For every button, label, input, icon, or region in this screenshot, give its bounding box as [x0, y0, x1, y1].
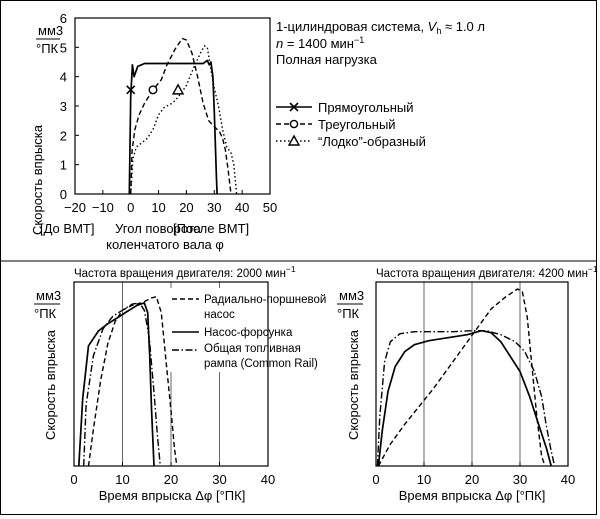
bl-xtick-label: 30: [212, 472, 226, 487]
bl-legend-label-radial-2: насос: [204, 309, 235, 321]
top-ytick-label: 0: [60, 187, 67, 202]
bl-legend-label-radial-1: Радиально-поршневой: [204, 294, 326, 306]
legend-marker-x: [289, 102, 299, 112]
top-xtick-label: 50: [263, 200, 277, 215]
top-xticks: −20 −10 0 10 20 30 40 50: [64, 190, 277, 215]
top-ylabel: Скорость впрыска: [30, 124, 45, 235]
bl-legend-label-common-rail-2: рампа (Common Rail): [204, 358, 318, 370]
top-xtick-label: 20: [179, 200, 193, 215]
top-series-group: [126, 37, 238, 195]
top-ytick-label: 6: [60, 11, 67, 26]
top-xtick-label: −10: [92, 200, 114, 215]
top-plot-frame: [74, 17, 271, 195]
bl-xtick-label: 20: [164, 472, 178, 487]
top-series-line-2: [130, 45, 238, 195]
bl-xticks: 0 10 20 30 40: [70, 462, 275, 487]
bl-series-line-1: [77, 302, 155, 467]
bl-xtick-label: 10: [115, 472, 129, 487]
legend-marker-circle: [289, 119, 299, 129]
br-ylabel: Скорость впрыска: [346, 329, 361, 440]
top-ylabel-unit-top: мм3: [38, 23, 63, 38]
br-series-line-1: [377, 329, 553, 467]
top-annotation-line1: 1-цилиндровая система, Vh ≈ 1.0 л: [276, 19, 485, 36]
br-xlabel: Время впрыска Δφ [°ПК]: [399, 488, 546, 503]
top-ytick-label: 5: [60, 40, 67, 55]
bl-legend-label-common-rail-1: Общая топливная: [204, 343, 301, 355]
bottom-left-chart: Частота вращения двигателя: 2000 мин−1 м…: [34, 264, 326, 503]
top-xside-left: [До ВМТ]: [40, 221, 94, 236]
br-ylabel-unit-bottom: °ПК: [337, 306, 360, 321]
top-marker-x: [126, 85, 136, 95]
top-xtick-label: −20: [64, 200, 86, 215]
bl-title: Частота вращения двигателя: 2000 мин−1: [74, 264, 296, 280]
top-xtick-label: 10: [151, 200, 165, 215]
br-series-line-2: [376, 330, 556, 467]
top-marker-triangle: [171, 83, 185, 95]
bl-legend: Радиально-поршневой насос Насос-форсунка…: [172, 294, 326, 370]
bl-series-group: [77, 296, 178, 467]
top-legend: Прямоугольный Треугольный “Лодко”-образн…: [276, 100, 426, 149]
top-ylabel-unit-bottom: °ПК: [36, 41, 59, 56]
bl-series-line-2: [83, 302, 161, 467]
legend-label-boat: “Лодко”-образный: [318, 134, 426, 149]
br-xtick-label: 0: [372, 472, 379, 487]
bl-legend-label-unit-injector: Насос-форсунка: [204, 327, 293, 339]
br-series-group: [376, 288, 556, 467]
top-ytick-label: 1: [60, 158, 67, 173]
bl-ylabel-unit-top: мм3: [36, 288, 61, 303]
legend-marker-triangle: [287, 134, 301, 146]
bottom-right-chart: Частота вращения двигателя: 4200 мин−1 м…: [337, 264, 598, 503]
br-xtick-label: 10: [417, 472, 431, 487]
top-xtick-label: 40: [235, 200, 249, 215]
bl-xlabel: Время впрыска Δφ [°ПК]: [99, 488, 246, 503]
top-chart: мм3 °ПК Скорость впрыска 0 1 2 3 4 5 6 −20 −10 0…: [30, 11, 485, 252]
legend-label-tri: Треугольный: [318, 117, 396, 132]
top-ytick-label: 2: [60, 128, 67, 143]
br-xticks: 0 10 20 30 40: [372, 462, 575, 487]
top-xlabel-line1: Угол поворота: [115, 221, 202, 236]
top-xlabel-line2: коленчатого вала φ: [106, 237, 224, 252]
bl-xtick-label: 0: [70, 472, 77, 487]
top-yticks: 0 1 2 3 4 5 6: [60, 11, 79, 202]
br-xtick-label: 30: [513, 472, 527, 487]
br-ylabel-unit-top: мм3: [339, 288, 364, 303]
top-series-line-1: [130, 37, 232, 195]
bl-legend-bg: [168, 288, 264, 372]
legend-label-rect: Прямоугольный: [318, 100, 414, 115]
br-xtick-label: 40: [561, 472, 575, 487]
br-series-line-0: [377, 288, 546, 467]
top-series-line-0: [128, 59, 218, 195]
top-marker-circle: [148, 85, 158, 95]
br-xtick-label: 20: [465, 472, 479, 487]
bl-ylabel: Скорость впрыска: [43, 329, 58, 440]
top-xside-right: [После ВМТ]: [173, 221, 249, 236]
top-annotation-line3: Полная нагрузка: [276, 52, 378, 67]
top-annotation-line2: n = 1400 мин−1: [276, 35, 364, 51]
bl-series-line-0: [87, 296, 178, 467]
top-ytick-label: 3: [60, 99, 67, 114]
bl-xtick-label: 40: [261, 472, 275, 487]
top-xtick-label: 0: [127, 200, 134, 215]
br-grid: [423, 282, 521, 466]
top-xtick-label: 30: [207, 200, 221, 215]
top-ytick-label: 4: [60, 70, 67, 85]
bl-ylabel-unit-bottom: °ПК: [34, 306, 57, 321]
br-title: Частота вращения двигателя: 4200 мин−1: [376, 264, 598, 280]
